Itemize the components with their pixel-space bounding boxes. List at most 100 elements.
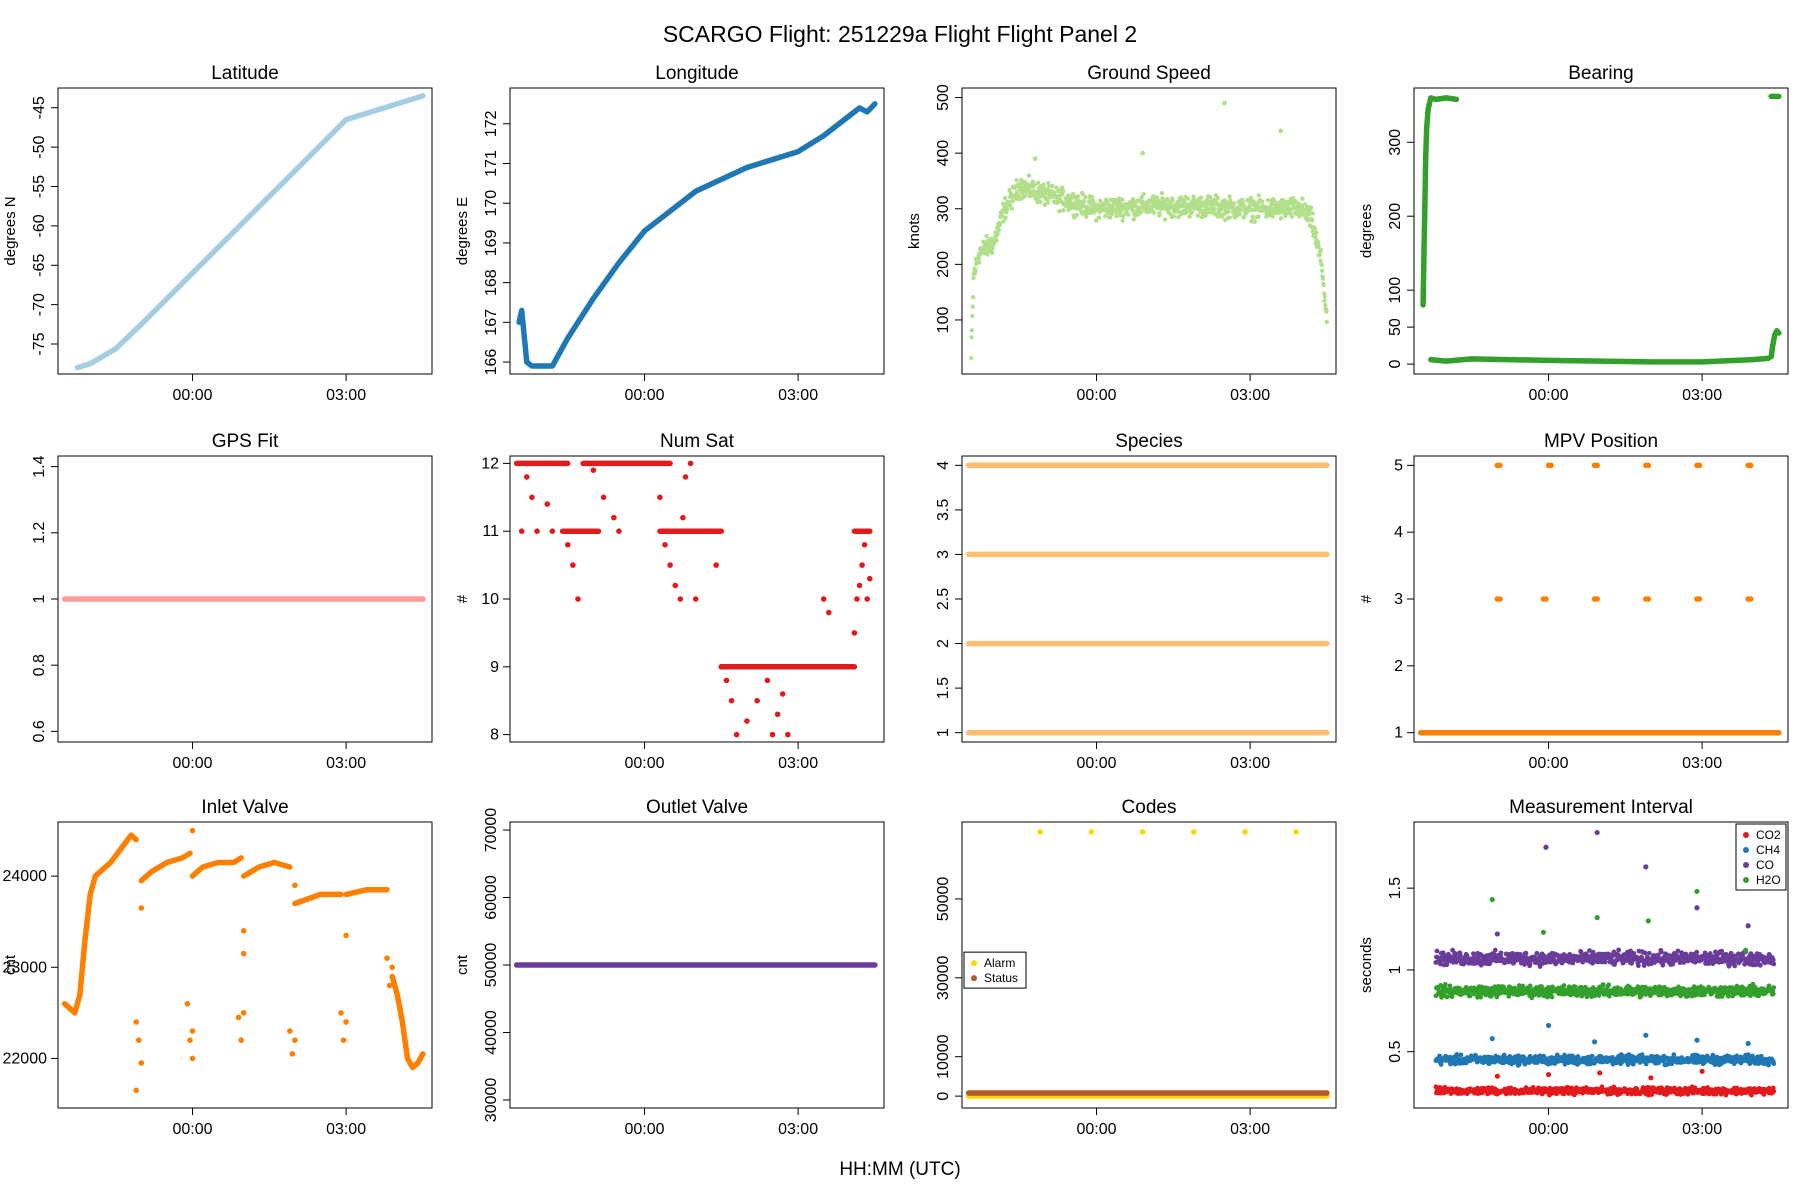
series-num_sat-point — [529, 494, 535, 501]
series-inlet_valve-point — [138, 905, 145, 911]
series-ground_speed-point — [969, 328, 975, 333]
series-ground_speed-outlier — [1278, 128, 1284, 134]
series-inlet_valve-point — [138, 1060, 145, 1066]
y-tick-label: 0.8 — [31, 654, 48, 676]
series-co2-outlier — [1648, 1075, 1654, 1081]
series-bearing-line — [1768, 328, 1782, 360]
series-co-outlier — [1543, 844, 1549, 850]
series-ground_speed-point — [1313, 230, 1319, 235]
y-tick-label: 2 — [935, 639, 952, 648]
legend-marker — [971, 960, 977, 967]
series-num_sat-point — [611, 514, 617, 521]
series-num_sat-point — [744, 718, 750, 724]
series-ground_speed-point — [1316, 243, 1321, 249]
x-tick-label: 00:00 — [1529, 387, 1569, 404]
series-mpv_position-point — [1696, 596, 1703, 602]
series-num_sat-point — [764, 677, 771, 684]
series-h2o-outlier — [1540, 929, 1547, 935]
y-tick-label: 60000 — [483, 875, 500, 920]
legend-marker — [1743, 862, 1749, 868]
series-h2o-point — [1770, 991, 1776, 997]
y-tick-label: 1 — [1387, 965, 1404, 974]
data-layer — [968, 100, 1330, 361]
series-ground_speed-point — [1003, 215, 1008, 221]
series-num_sat-point — [718, 664, 725, 670]
y-tick-label: 10 — [481, 591, 499, 608]
series-ground_speed-point — [1042, 202, 1047, 208]
series-ground_speed-point — [1270, 214, 1275, 219]
y-tick-label: 400 — [935, 140, 952, 167]
plot-frame — [1413, 87, 1789, 375]
panel-bearing: Bearing 0 50 100 200 300 00:00 03:00 degrees — [1358, 63, 1789, 404]
y-tick-label: 10000 — [935, 1034, 952, 1079]
series-ground_speed-point — [969, 334, 974, 340]
series-ground_speed-point — [994, 238, 999, 243]
series-ground_speed-point — [1065, 193, 1071, 198]
series-ground_speed-point — [1189, 209, 1195, 215]
series-co-point — [1719, 948, 1725, 954]
series-ground_speed-point — [1226, 209, 1231, 214]
series-mpv_position-point — [1645, 462, 1652, 469]
series-num_sat-point — [554, 460, 561, 467]
series-ground_speed-point — [1035, 180, 1041, 185]
series-ground_speed-point — [1238, 207, 1243, 213]
series-ground_speed-point — [1154, 195, 1160, 200]
legend-label: CO — [1756, 858, 1774, 872]
series-h2o-point — [1506, 993, 1512, 999]
y-tick-label: -75 — [31, 332, 48, 355]
series-inlet_valve-point — [343, 1019, 349, 1025]
series-ch4-outlier — [1643, 1032, 1649, 1038]
data-layer — [516, 101, 878, 369]
series-ground_speed-point — [1007, 202, 1013, 208]
series-co-point — [1580, 959, 1586, 965]
series-ground_speed-point — [996, 227, 1002, 233]
series-ground_speed-point — [1126, 212, 1131, 217]
y-tick-label: 9 — [490, 659, 499, 676]
series-co-point — [1675, 948, 1681, 954]
y-axis-label: # — [454, 594, 471, 603]
y-tick-label: 50000 — [935, 877, 952, 922]
plot-frame — [57, 87, 433, 375]
series-ground_speed-point — [1004, 207, 1010, 212]
plot-frame — [961, 455, 1337, 743]
series-num_sat-point — [600, 494, 607, 501]
data-layer — [1433, 829, 1777, 1098]
x-tick-label: 00:00 — [1077, 755, 1117, 772]
legend-marker — [1743, 832, 1749, 838]
series-co-point — [1642, 950, 1648, 956]
y-tick-label: 1.2 — [31, 522, 48, 544]
series-ground_speed-point — [1139, 210, 1144, 215]
series-num_sat-point — [856, 582, 863, 589]
series-num_sat-point — [672, 582, 679, 589]
series-co2-outlier — [1494, 1073, 1500, 1079]
series-ground_speed-point — [1001, 219, 1006, 224]
y-tick-label: 50000 — [483, 943, 500, 988]
series-num_sat-point — [769, 731, 776, 738]
series-ch4-outlier — [1745, 1040, 1751, 1047]
legend-marker — [1743, 847, 1749, 853]
series-ground_speed-point — [1215, 195, 1220, 201]
series-ground_speed-point — [1256, 193, 1262, 198]
series-ground_speed-point — [1265, 197, 1271, 203]
series-ground_speed-point — [1009, 206, 1015, 211]
y-tick-label: 300 — [935, 195, 952, 222]
y-tick-label: 1.5 — [935, 677, 952, 699]
data-layer — [61, 827, 426, 1094]
series-num_sat-point — [662, 541, 668, 548]
panel-outlet_valve: Outlet Valve 30000 40000 50000 60000 70000 00:… — [454, 797, 885, 1138]
series-ground_speed-point — [1252, 219, 1258, 224]
panel-ground_speed: Ground Speed 100 200 300 400 500 00:00 03:00 kno… — [906, 63, 1337, 404]
series-num_sat-point — [667, 562, 673, 568]
series-ch4-outlier — [1489, 1035, 1495, 1042]
series-h2o-point — [1467, 993, 1473, 999]
y-tick-label: 170 — [483, 190, 500, 217]
series-ground_speed-point — [1191, 197, 1197, 203]
series-ch4-point — [1639, 1052, 1645, 1058]
x-tick-label: 00:00 — [1077, 1121, 1117, 1138]
y-tick-label: 2.5 — [935, 588, 952, 610]
panel-title: MPV Position — [1544, 431, 1658, 452]
series-co-point — [1498, 950, 1504, 956]
series-ground_speed-point — [1041, 182, 1046, 187]
y-tick-label: 171 — [483, 150, 500, 177]
series-co-point — [1523, 950, 1529, 956]
